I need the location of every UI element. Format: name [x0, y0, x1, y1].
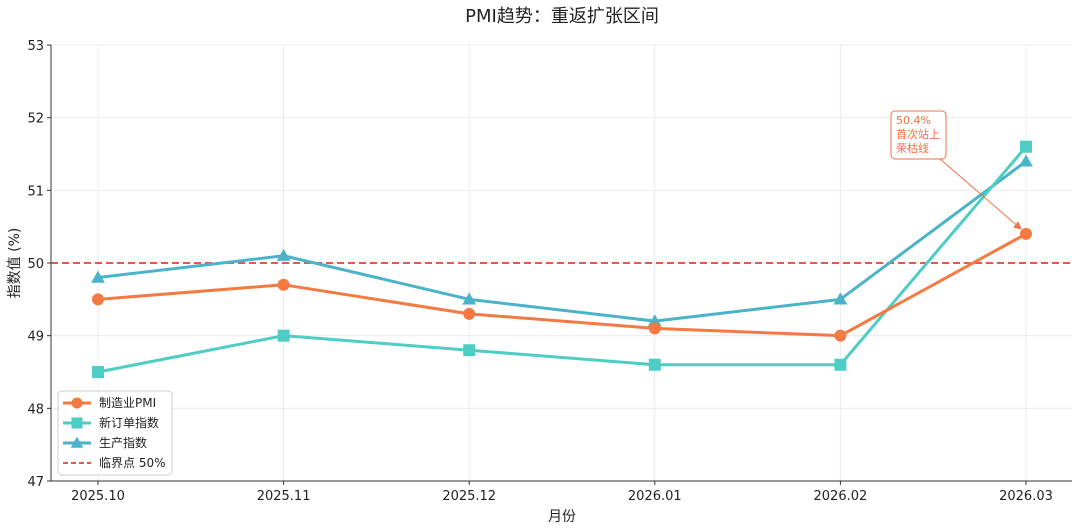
x-tick-label: 2026.03 [999, 489, 1053, 504]
series-line [97, 145, 1028, 374]
y-tick-label: 48 [27, 402, 44, 417]
y-tick-label: 50 [27, 257, 44, 272]
y-tick-label: 49 [27, 330, 44, 345]
axes: 47 48 49 50 51 52 53 2025.10 2025.11 2025.12 2026.… [27, 39, 1072, 504]
data-point [92, 293, 104, 306]
y-axis-label: 指数值 (%) [7, 228, 23, 299]
y-tick-label: 51 [27, 184, 44, 199]
data-point [91, 270, 105, 283]
legend-entry: 临界点 50% [99, 456, 166, 470]
series-line [97, 232, 1027, 338]
data-point [463, 307, 476, 320]
y-tick-label: 47 [27, 475, 44, 490]
series-layer [91, 140, 1033, 378]
legend-swatch-marker [71, 397, 83, 409]
y-tick-label: 52 [27, 112, 44, 127]
data-point [277, 278, 290, 291]
chart-title: PMI趋势：重返扩张区间 [465, 6, 659, 27]
data-point [834, 358, 847, 371]
data-point [833, 292, 848, 305]
x-tick-label: 2025.12 [442, 489, 496, 504]
data-point [648, 358, 661, 371]
legend-entry: 新订单指数 [99, 415, 159, 430]
annotation-box [890, 110, 947, 160]
annotation-text: 50.4% [896, 114, 931, 127]
legend-box [57, 390, 173, 476]
annotation-text: 首次站上 [896, 127, 940, 141]
legend-swatch-marker [70, 436, 84, 448]
legend-entry: 生产指数 [99, 435, 147, 450]
annotation-text: 荣枯线 [896, 141, 929, 155]
data-point [1019, 154, 1033, 167]
data-point [462, 292, 477, 305]
data-point [276, 248, 291, 261]
x-axis-label: 月份 [548, 509, 576, 525]
legend-entry: 制造业PMI [99, 396, 156, 410]
data-point [648, 322, 661, 335]
data-point [1020, 227, 1032, 240]
x-tick-label: 2026.02 [814, 489, 868, 504]
data-point [277, 329, 290, 342]
annotation-arrow [939, 158, 1022, 230]
data-point [1020, 140, 1032, 153]
x-tick-label: 2025.11 [257, 489, 311, 504]
legend-swatch-marker [71, 417, 83, 429]
x-tick-label: 2026.01 [628, 489, 682, 504]
data-point [463, 344, 476, 357]
data-point [92, 366, 104, 378]
data-point [647, 314, 662, 327]
data-point [834, 329, 847, 342]
x-tick-label: 2025.10 [71, 489, 125, 504]
series-line [97, 160, 1027, 323]
y-tick-label: 53 [27, 39, 44, 54]
